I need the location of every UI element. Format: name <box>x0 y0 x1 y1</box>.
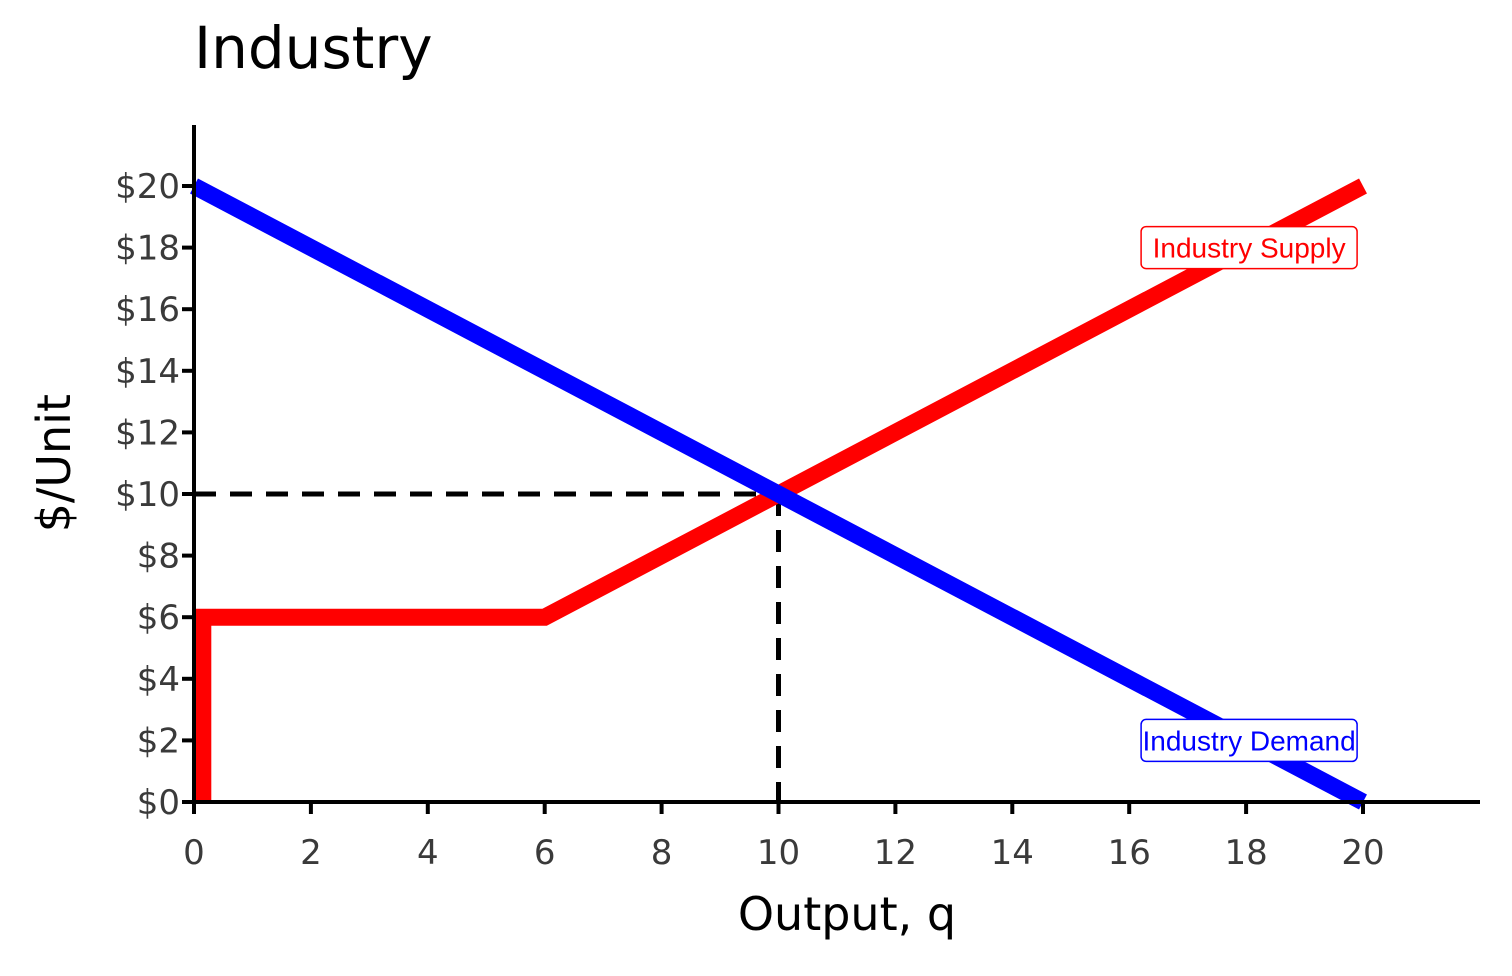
x-tick-label: 14 <box>991 833 1034 873</box>
y-tick-label: $12 <box>115 413 180 453</box>
y-axis-title: $/Unit <box>27 394 81 532</box>
x-tick-label: 10 <box>757 833 800 873</box>
industry-demand-label: Industry Demand <box>1142 725 1355 756</box>
x-tick-label: 16 <box>1108 833 1151 873</box>
x-tick-label: 6 <box>534 833 556 873</box>
x-tick-label: 4 <box>417 833 439 873</box>
y-tick-label: $2 <box>137 721 180 761</box>
y-tick-label: $8 <box>137 537 180 577</box>
y-tick-label: $20 <box>115 167 180 207</box>
x-tick-label: 0 <box>183 833 205 873</box>
y-tick-label: $18 <box>115 229 180 269</box>
y-tick-label: $16 <box>115 290 180 330</box>
x-tick-label: 2 <box>300 833 322 873</box>
x-tick-label: 20 <box>1341 833 1384 873</box>
industry-demand-line <box>190 178 1367 810</box>
y-tick-label: $4 <box>137 660 180 700</box>
industry-demand-label-box <box>1140 718 1358 763</box>
y-tick-label: $10 <box>115 475 180 515</box>
industry-supply-line <box>194 178 1367 802</box>
industry-supply-label: Industry Supply <box>1153 233 1346 264</box>
x-axis-title: Output, q <box>738 887 956 941</box>
y-tick-label: $14 <box>115 352 180 392</box>
y-tick-label: $6 <box>137 598 180 638</box>
chart-title: Industry <box>194 14 433 82</box>
industry-supply-label-box <box>1140 225 1358 270</box>
y-tick-label: $0 <box>137 783 180 823</box>
x-tick-label: 18 <box>1224 833 1267 873</box>
x-tick-label: 12 <box>874 833 917 873</box>
x-tick-label: 8 <box>651 833 673 873</box>
